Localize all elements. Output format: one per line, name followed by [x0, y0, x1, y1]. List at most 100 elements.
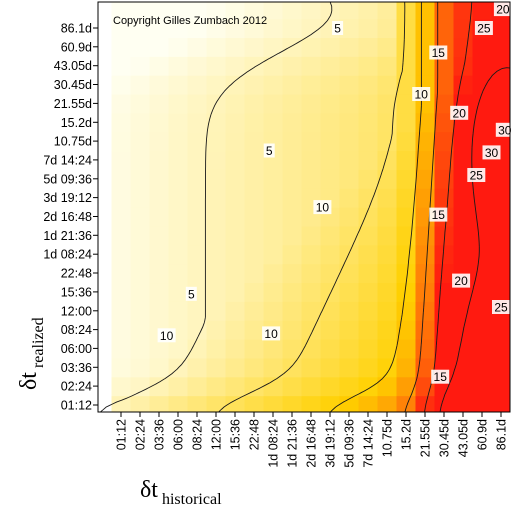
heatmap-cell — [263, 18, 284, 39]
heatmap-cell — [206, 320, 227, 340]
heatmap-cell — [453, 395, 474, 412]
heatmap-cell — [396, 131, 417, 152]
heatmap-cell — [301, 93, 322, 114]
y-tick-label: 5d 09:36 — [43, 172, 92, 186]
heatmap-cell — [491, 339, 510, 359]
heatmap-cell — [434, 93, 455, 114]
heatmap-cell — [301, 18, 322, 39]
heatmap-cell — [149, 207, 170, 227]
heatmap-cell — [130, 131, 151, 152]
heatmap-cell — [282, 169, 303, 189]
contour-label: 30 — [482, 145, 501, 160]
contour-label-text: 20 — [453, 106, 467, 120]
heatmap-cell — [396, 395, 417, 412]
heatmap-cell — [111, 150, 132, 170]
heatmap-cell — [339, 376, 360, 397]
contour-label: 20 — [452, 273, 471, 288]
heatmap-cell — [320, 244, 341, 265]
heatmap-cell — [377, 188, 398, 208]
heatmap-cell — [396, 188, 417, 208]
heatmap-cell — [187, 75, 208, 95]
contour-label: 5 — [263, 143, 275, 158]
heatmap-cell — [225, 2, 246, 20]
heatmap-cell — [130, 93, 151, 114]
x-tick-label: 08:24 — [191, 419, 205, 450]
x-axis-subscript: historical — [162, 491, 222, 508]
heatmap-cell — [453, 207, 474, 227]
heatmap-cell — [111, 37, 132, 57]
heatmap-cell — [491, 18, 510, 39]
heatmap-cell — [206, 339, 227, 359]
heatmap-cell — [491, 244, 510, 265]
heatmap-cell — [358, 395, 379, 412]
heatmap-cell — [187, 244, 208, 265]
heatmap-cell — [225, 188, 246, 208]
heatmap-cell — [415, 320, 436, 340]
contour-label-text: 20 — [454, 274, 468, 288]
heatmap-cell — [244, 131, 265, 152]
heatmap-cell — [415, 244, 436, 265]
heatmap-cell — [244, 320, 265, 340]
heatmap-cell — [491, 395, 510, 412]
contour-label: 25 — [474, 21, 493, 36]
heatmap-cell — [491, 357, 510, 378]
heatmap-cell — [434, 301, 455, 321]
heatmap-cell — [168, 131, 189, 152]
contour-line-15 — [329, 2, 422, 412]
heatmap-cell — [130, 339, 151, 359]
heatmap-cell — [358, 75, 379, 95]
heatmap-cell — [339, 37, 360, 57]
heatmap-cell — [206, 188, 227, 208]
heatmap-cell — [244, 93, 265, 114]
heatmap-cell — [377, 150, 398, 170]
heatmap-cell — [149, 188, 170, 208]
heatmap-cell — [111, 2, 132, 20]
contour-label: 5 — [332, 21, 344, 36]
heatmap-cell — [149, 150, 170, 170]
heatmap-cell — [187, 395, 208, 412]
heatmap-cell — [263, 395, 284, 412]
heatmap-cell — [377, 244, 398, 265]
heatmap-cell — [187, 93, 208, 114]
heatmap-cell — [225, 225, 246, 246]
heatmap-cell — [225, 93, 246, 114]
heatmap-cell — [320, 339, 341, 359]
contour-label-text: 10 — [415, 88, 429, 102]
heatmap-cell — [377, 225, 398, 246]
heatmap-cell — [111, 339, 132, 359]
contour-label-text: 25 — [477, 22, 491, 36]
x-tick-label: 12:00 — [210, 419, 224, 450]
y-axis-symbol: δt — [16, 372, 42, 390]
heatmap-cell — [206, 395, 227, 412]
contour-label: 15 — [429, 207, 448, 222]
heatmap-cell — [263, 244, 284, 265]
heatmap-cell — [453, 150, 474, 170]
heatmap-cell — [263, 56, 284, 76]
plot-frame — [97, 1, 511, 413]
heatmap-cell — [206, 282, 227, 302]
heatmap-cell — [149, 37, 170, 57]
heatmap-cell — [339, 150, 360, 170]
heatmap-cell — [320, 2, 341, 20]
x-axis-symbol: δt — [140, 477, 158, 503]
heatmap-cell — [111, 207, 132, 227]
heatmap-cell — [453, 37, 474, 57]
heatmap-cell — [434, 320, 455, 340]
heatmap-cell — [244, 75, 265, 95]
heatmap-cell — [491, 56, 510, 76]
heatmap-cell — [263, 2, 284, 20]
heatmap-cell — [149, 169, 170, 189]
heatmap-cell — [168, 301, 189, 321]
heatmap-cell — [225, 150, 246, 170]
heatmap-cell — [320, 376, 341, 397]
contour-label-text: 5 — [266, 144, 273, 158]
heatmap-cell — [263, 188, 284, 208]
heatmap-cell — [111, 263, 132, 284]
heatmap-cell — [472, 93, 493, 114]
heatmap-cell — [320, 320, 341, 340]
heatmap-cell — [339, 93, 360, 114]
heatmap-cell — [377, 37, 398, 57]
heatmap-cell — [244, 150, 265, 170]
